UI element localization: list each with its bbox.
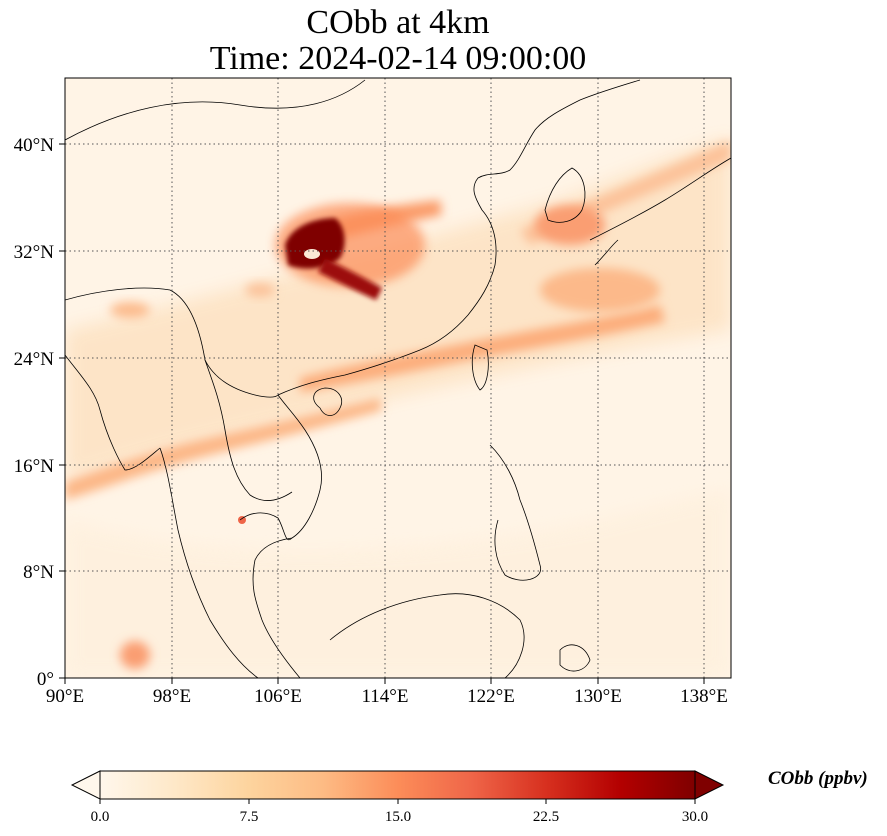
cambodia-spot bbox=[238, 516, 246, 524]
hunan-spur bbox=[318, 258, 382, 300]
colorbar-extend-max bbox=[694, 770, 725, 800]
south-japan-plume bbox=[540, 268, 660, 312]
sulawesi bbox=[559, 644, 591, 672]
lon-label-138: 138°E bbox=[680, 686, 728, 707]
myanmar-plume bbox=[65, 398, 382, 500]
china-coast bbox=[277, 79, 641, 396]
lat-label-32: 32°N bbox=[14, 242, 55, 263]
lon-label-122: 122°E bbox=[467, 686, 515, 707]
map-frame bbox=[64, 77, 732, 679]
sumatra-patch bbox=[120, 641, 150, 669]
colorbar-tick-1: 7.5 bbox=[240, 809, 259, 825]
guizhou-patch bbox=[245, 283, 275, 297]
lat-label-0: 0° bbox=[37, 669, 54, 690]
coastlines bbox=[65, 79, 731, 678]
map-title: CObb at 4km bbox=[306, 4, 490, 41]
lat-label-24: 24°N bbox=[14, 349, 55, 370]
colorbar: 0.0 7.5 15.0 22.5 30.0 bbox=[70, 770, 725, 825]
taiwan bbox=[471, 344, 489, 391]
colorbar-tick-marks bbox=[99, 799, 696, 804]
map-time-subtitle: Time: 2024-02-14 09:00:00 bbox=[209, 40, 587, 77]
lon-label-106: 106°E bbox=[254, 686, 302, 707]
gridlines bbox=[65, 78, 731, 678]
north-myanmar-patch bbox=[110, 302, 150, 318]
hainan bbox=[313, 387, 342, 416]
lat-label-40: 40°N bbox=[14, 135, 55, 156]
cambodia-border bbox=[239, 512, 293, 541]
concentration-field bbox=[65, 78, 731, 678]
colorbar-tick-0: 0.0 bbox=[91, 809, 110, 825]
japan bbox=[589, 157, 731, 266]
china-south-border bbox=[65, 287, 206, 361]
lon-label-130: 130°E bbox=[574, 686, 622, 707]
lat-label-8: 8°N bbox=[23, 562, 54, 583]
korea bbox=[544, 167, 586, 223]
colorbar-tick-3: 22.5 bbox=[533, 809, 559, 825]
lon-tick-labels: 90°E 98°E 106°E 114°E 122°E 130°E 138°E bbox=[46, 686, 728, 707]
colorbar-tick-4: 30.0 bbox=[682, 809, 708, 825]
lon-label-98: 98°E bbox=[153, 686, 191, 707]
mongolia-border bbox=[65, 79, 366, 141]
colorbar-extend-min bbox=[70, 770, 101, 800]
philippines bbox=[489, 444, 541, 581]
lon-label-114: 114°E bbox=[362, 686, 409, 707]
colorbar-tick-2: 15.0 bbox=[385, 809, 411, 825]
lon-label-90: 90°E bbox=[46, 686, 84, 707]
malay-peninsula-west bbox=[159, 447, 259, 678]
lat-label-16: 16°N bbox=[14, 456, 55, 477]
korea-japan-core bbox=[535, 205, 605, 245]
lat-tick-labels: 0° 8°N 16°N 24°N 32°N 40°N bbox=[14, 135, 55, 690]
lon-tick-marks bbox=[64, 678, 705, 684]
vietnam-border bbox=[204, 359, 279, 398]
borneo bbox=[329, 593, 525, 678]
colorbar-gradient bbox=[99, 770, 696, 800]
lat-tick-marks bbox=[59, 143, 65, 679]
haze-south bbox=[65, 490, 731, 678]
myanmar-coast bbox=[65, 354, 161, 471]
colorbar-label: CObb (ppbv) bbox=[768, 768, 868, 789]
central-china-max bbox=[285, 218, 345, 269]
